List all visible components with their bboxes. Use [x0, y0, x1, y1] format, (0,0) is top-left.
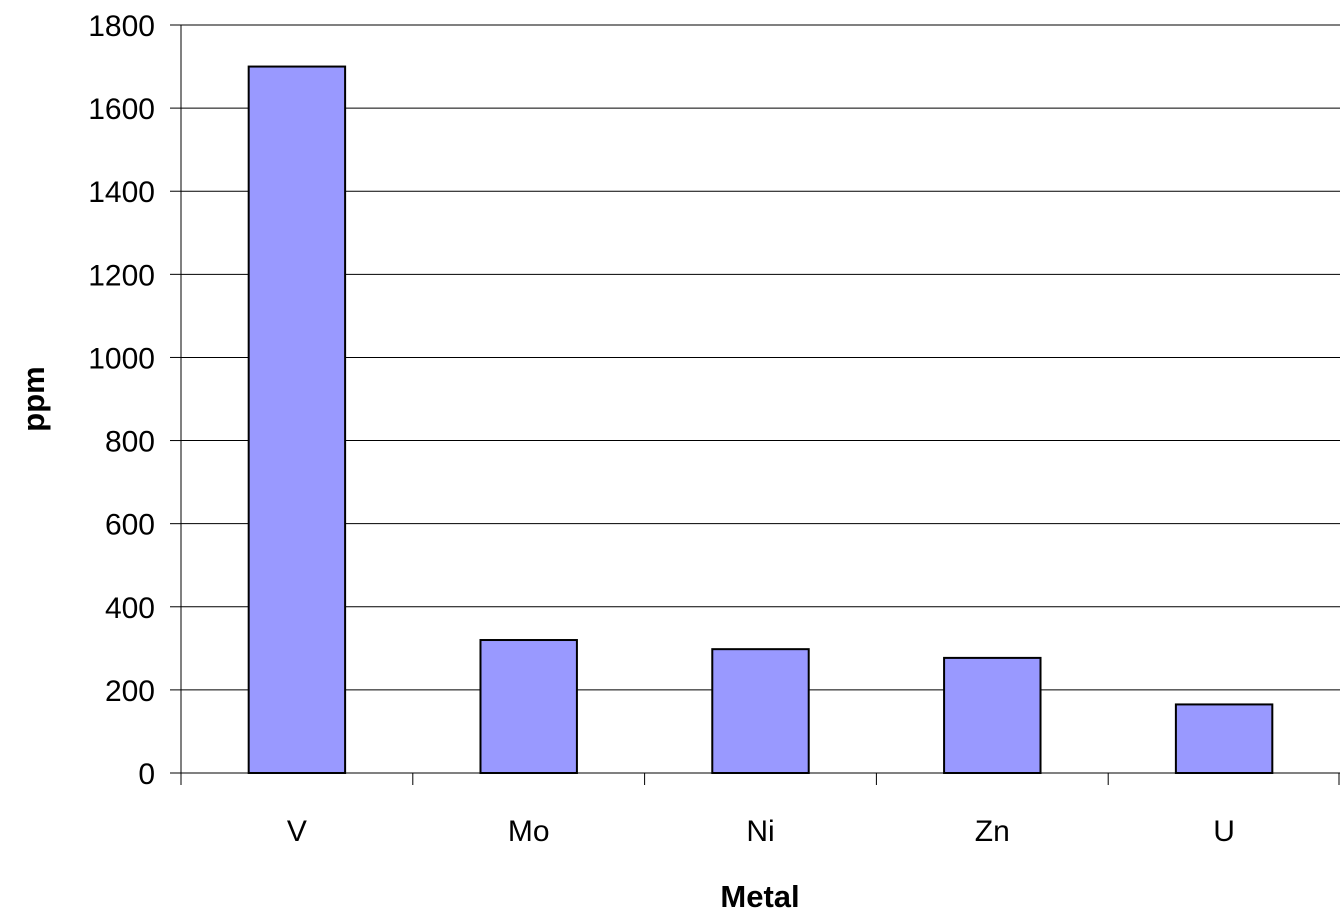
y-tick-label: 1000 — [88, 342, 155, 375]
y-tick-labels: 0 200 400 600 800 1000 1200 1400 1600 1800 — [88, 10, 155, 791]
x-tick-label: Zn — [975, 815, 1010, 848]
axes — [170, 24, 1340, 785]
y-tick-label: 600 — [105, 509, 155, 542]
x-tick-label: V — [287, 815, 307, 848]
x-axis-title: Metal — [720, 879, 799, 914]
x-tick-label: Ni — [746, 815, 774, 848]
y-tick-label: 1800 — [88, 10, 155, 43]
x-tick-labels: V Mo Ni Zn U — [287, 815, 1235, 848]
y-tick-label: 200 — [105, 675, 155, 708]
bar-Ni — [711, 648, 810, 774]
y-tick-label: 800 — [105, 426, 155, 459]
y-tick-label: 0 — [138, 758, 155, 791]
bar-V — [247, 65, 347, 775]
y-tick-label: 1400 — [88, 176, 155, 209]
bar-Mo — [479, 639, 578, 774]
bar-U — [1174, 703, 1274, 775]
y-tick-label: 1600 — [88, 93, 155, 126]
x-tick-label: U — [1213, 815, 1235, 848]
y-tick-label: 1200 — [88, 259, 155, 292]
gridlines — [181, 24, 1340, 691]
x-tick-label: Mo — [508, 815, 550, 848]
y-axis-title: ppm — [16, 366, 51, 431]
y-tick-label: 400 — [105, 592, 155, 625]
bar-Zn — [943, 656, 1042, 774]
bars — [247, 65, 1274, 775]
